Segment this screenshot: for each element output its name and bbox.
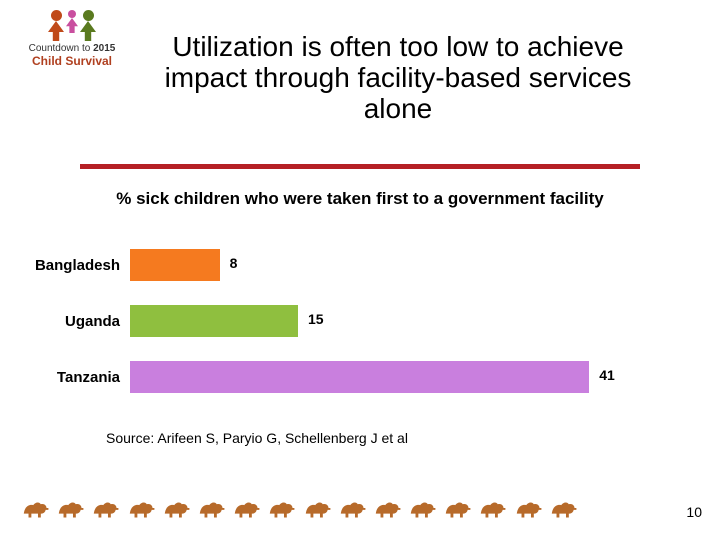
footer-motif-icon <box>20 496 52 520</box>
bar-value: 8 <box>230 255 238 271</box>
bar-track: 8 <box>130 245 720 285</box>
footer-motif-icon <box>302 496 334 520</box>
logo-child-icon <box>66 10 78 41</box>
footer-pattern <box>20 494 580 522</box>
footer-motif-icon <box>55 496 87 520</box>
bar <box>130 305 298 337</box>
logo-text-line1: Countdown to 2015 <box>14 43 130 54</box>
footer-motif-icon <box>513 496 545 520</box>
bar <box>130 361 589 393</box>
bar-track: 41 <box>130 357 720 397</box>
footer-motif-icon <box>442 496 474 520</box>
footer-motif-icon <box>161 496 193 520</box>
footer-motif-icon <box>231 496 263 520</box>
footer-motif-icon <box>337 496 369 520</box>
logo-adult-icon <box>80 10 96 41</box>
category-label: Uganda <box>0 313 130 330</box>
chart-row: Tanzania 41 <box>0 352 720 402</box>
footer-motif-icon <box>196 496 228 520</box>
footer-motif-icon <box>407 496 439 520</box>
title-underline <box>80 164 640 169</box>
category-label: Tanzania <box>0 369 130 386</box>
bar <box>130 249 220 281</box>
footer-motif-icon <box>126 496 158 520</box>
footer-motif-icon <box>266 496 298 520</box>
chart-row: Uganda 15 <box>0 296 720 346</box>
logo-text-line2: Child Survival <box>14 54 130 68</box>
logo-text-countdown: Countdown to <box>29 43 94 54</box>
footer-motif-icon <box>90 496 122 520</box>
bar-value: 41 <box>599 367 615 383</box>
chart-row: Bangladesh 8 <box>0 240 720 290</box>
logo-figures <box>14 10 130 41</box>
source-citation: Source: Arifeen S, Paryio G, Schellenber… <box>106 430 408 446</box>
slide-title: Utilization is often too low to achieve … <box>148 32 648 124</box>
page-number: 10 <box>686 504 702 520</box>
bar-chart: Bangladesh 8 Uganda 15 Tanzania 41 <box>0 240 720 408</box>
chart-title: % sick children who were taken first to … <box>0 188 720 209</box>
footer-motif-icon <box>477 496 509 520</box>
bar-track: 15 <box>130 301 720 341</box>
footer-motif-icon <box>372 496 404 520</box>
logo: Countdown to 2015 Child Survival <box>14 10 130 68</box>
bar-value: 15 <box>308 311 324 327</box>
category-label: Bangladesh <box>0 257 130 274</box>
footer-motif-icon <box>548 496 580 520</box>
logo-adult-icon <box>48 10 64 41</box>
logo-text-year: 2015 <box>93 43 115 54</box>
